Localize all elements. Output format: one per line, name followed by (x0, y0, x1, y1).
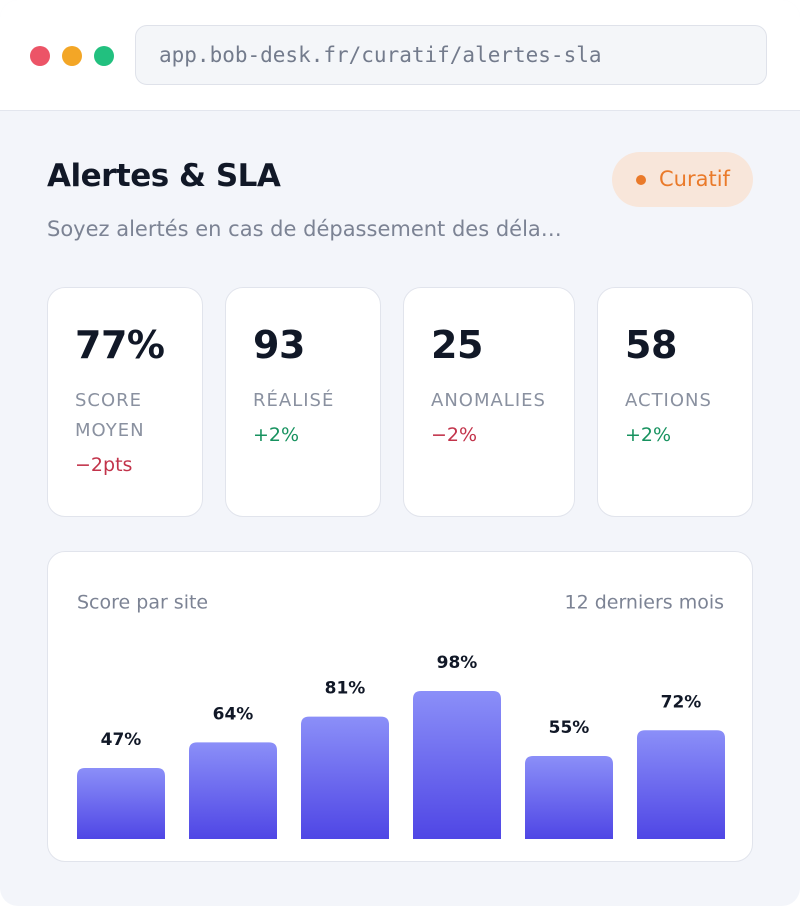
url-bar[interactable]: app.bob-desk.fr/curatif/alertes-sla (135, 25, 767, 85)
kpi-value: 58 (625, 323, 677, 367)
bar (637, 730, 725, 839)
kpi-card: 25 ANOMALIES −2% (403, 287, 575, 517)
kpi-label: RÉALISÉ (253, 390, 335, 411)
bar (189, 742, 277, 839)
kpi-card: 77% SCORE MOYEN −2pts (47, 287, 203, 517)
kpi-delta: +2% (253, 424, 300, 446)
kpi-label: ANOMALIES (431, 390, 546, 411)
page-title: Alertes & SLA (47, 158, 281, 194)
subtitle: Soyez alertés en cas de dépassement des … (47, 217, 562, 241)
value-label: 81% (325, 679, 366, 699)
maximize-dot[interactable] (94, 46, 114, 66)
bar (413, 691, 501, 839)
value-label: 64% (213, 704, 254, 724)
kpi-delta: +2% (625, 424, 672, 446)
badge: Curatif (612, 152, 753, 207)
bar (301, 716, 389, 839)
kpi-label: SCORE MOYEN (75, 390, 145, 441)
value-label: 47% (101, 730, 142, 750)
chart-subtitle: 12 derniers mois (564, 592, 724, 614)
kpi-value: 93 (253, 323, 305, 367)
minimize-dot[interactable] (62, 46, 82, 66)
chart: Score par site 12 derniers mois 47% 64% 81… (77, 592, 725, 839)
close-dot[interactable] (30, 46, 50, 66)
kpi-value: 25 (431, 323, 483, 367)
bar (525, 755, 613, 839)
value-label: 55% (549, 718, 590, 738)
chart-card: Score par site 12 derniers mois 47% 64% 81… (47, 551, 753, 862)
chart-title: Score par site (77, 592, 208, 614)
kpi-label: ACTIONS (625, 390, 712, 411)
kpi-delta: −2pts (75, 454, 133, 476)
kpi-card: 58 ACTIONS +2% (597, 287, 753, 517)
value-label: 98% (437, 653, 478, 673)
browser-bar: app.bob-desk.fr/curatif/alertes-sla (0, 0, 800, 111)
bar (77, 768, 165, 839)
value-label: 72% (661, 692, 702, 712)
kpi-value: 77% (75, 323, 165, 367)
kpi-delta: −2% (431, 424, 478, 446)
kpi-card: 93 RÉALISÉ +2% (225, 287, 381, 517)
